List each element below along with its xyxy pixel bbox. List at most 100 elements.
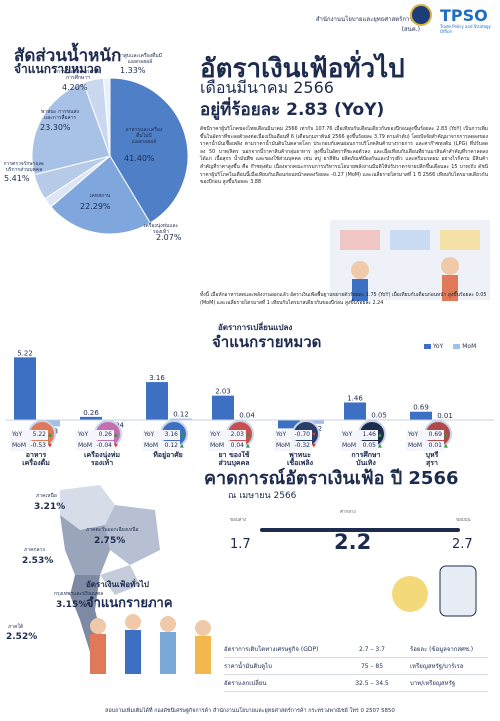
change-legend: YoY MoM <box>424 343 476 350</box>
region-south-value: 2.52% <box>6 632 38 642</box>
bar-yoy-6 <box>410 411 432 420</box>
category-table-label: YoY <box>340 430 360 440</box>
category-table-label: YoY <box>10 430 30 440</box>
category-table-0: YoY 5.22 ▲ MoM -0.53 ▼ <box>10 430 53 452</box>
assumption-unit: เหรียญสหรัฐ/บาร์เรล <box>410 663 464 670</box>
region-northeast-shape <box>105 505 160 565</box>
category-table-value: 5.22 <box>30 430 48 440</box>
category-table-value: 0.26 <box>96 430 114 440</box>
bar-label-yoy-0: 5.22 <box>17 350 33 357</box>
pie-label-transport: พาหนะ การขนส่งและการสื่อสาร <box>41 109 79 121</box>
category-table-row-yoy: YoY 2.03 ▲ <box>208 430 251 440</box>
bar-yoy-3 <box>212 395 234 420</box>
category-label-1: เครื่องนุ่งห่ม รองเท้า <box>84 451 120 467</box>
assumption-row-1: ราคาน้ำมันดิบดูไบ 75 – 85 เหรียญสหรัฐ/บาร์… <box>224 658 488 675</box>
coin-icon <box>392 576 428 612</box>
category-table-value: 0.01 <box>426 441 444 451</box>
bar-yoy-5 <box>344 402 366 420</box>
bar-label-mom-2: 0.12 <box>173 411 189 419</box>
forecast-title: คาดการณ์อัตราเงินเฟ้อ ปี 2566 <box>204 468 459 489</box>
shopper-head-2 <box>441 257 459 275</box>
category-table-value: 0.69 <box>426 430 444 440</box>
up-arrow-icon: ▲ <box>444 443 448 449</box>
assumption-range: 2.7 – 3.7 <box>359 645 385 653</box>
category-table-value: 1.46 <box>360 430 378 440</box>
forecast-low-value: 1.7 <box>230 537 251 552</box>
assumption-range: 32.5 – 34.5 <box>355 679 389 687</box>
tpso-logo-sub: Trade Policy and Strategy Office <box>440 24 491 34</box>
bar-label-mom-6: 0.01 <box>437 412 453 420</box>
category-table-value: 0.05 <box>360 441 378 451</box>
region-north-value: 3.21% <box>34 502 66 512</box>
crowd-body-4 <box>195 636 211 674</box>
pie-value-food: 41.40% <box>124 154 155 163</box>
category-label-3: ยา ของใช้ ส่วนบุคคล <box>218 451 250 467</box>
pie-slice-4 <box>31 82 111 176</box>
pie-label-tobacco: ยาสูบและเครื่องดื่มมีแอลกอฮอล์ <box>118 53 162 65</box>
pie-value-apparel: 2.07% <box>156 233 182 242</box>
legend-mom: MoM <box>453 343 476 350</box>
category-table-label: MoM <box>208 441 228 451</box>
region-central-label: ภาคกลาง <box>24 547 45 553</box>
category-table-row-mom: MoM 0.01 ▲ <box>406 441 449 451</box>
category-table-row-mom: MoM 0.05 ▲ <box>340 441 383 451</box>
pie-slice-1 <box>50 155 151 235</box>
category-label-4: พาหนะ เชื้อเพลิง <box>286 451 314 467</box>
up-arrow-icon: ▲ <box>444 432 448 438</box>
category-table-row-yoy: YoY 0.26 ▲ <box>76 430 119 440</box>
pie-label-personal: การตรวจรักษาและบริการส่วนบุคคล <box>3 161 45 173</box>
tpso-logo: TPSO <box>440 6 488 25</box>
shelf-goods-3 <box>440 230 480 250</box>
forecast-high-label: ขอบบน <box>456 518 471 523</box>
category-table-label: MoM <box>76 441 96 451</box>
category-table-row-mom: MoM -0.04 ▼ <box>76 441 119 451</box>
assumption-name: ราคาน้ำมันดิบดูไบ <box>224 663 272 670</box>
weights-subtitle: จำแนกรายหมวด <box>14 62 102 76</box>
down-arrow-icon: ▼ <box>48 443 52 449</box>
crowd-head-1 <box>90 618 106 634</box>
body-paragraph-1: ดัชนีราคาผู้บริโภคของไทยเดือนมีนาคม 2566… <box>200 126 488 186</box>
category-table-row-yoy: YoY -0.70 ▼ <box>274 430 317 440</box>
assumption-name: อัตราแลกเปลี่ยน <box>224 680 267 687</box>
up-arrow-icon: ▲ <box>246 443 250 449</box>
commodity-illustration <box>392 565 477 617</box>
assumption-range: 75 – 85 <box>360 662 384 670</box>
region-bangkok-shape <box>100 565 140 595</box>
category-table-label: YoY <box>406 430 426 440</box>
region-south-label: ภาคใต้ <box>8 624 24 630</box>
headline-month: เดือนมีนาคม 2566 <box>200 78 334 97</box>
legend-mom-swatch <box>453 344 461 349</box>
crowd-body-1 <box>90 634 106 674</box>
category-table-label: MoM <box>406 441 426 451</box>
thailand-map-svg <box>60 485 160 652</box>
up-arrow-icon: ▲ <box>180 443 184 449</box>
category-table-row-yoy: YoY 0.69 ▲ <box>406 430 449 440</box>
bar-yoy-0 <box>14 357 36 420</box>
ministry-seal-icon <box>410 4 432 26</box>
assumptions-table: อัตราการเติบโตทางเศรษฐกิจ (GDP) 2.7 – 3.7… <box>224 641 488 692</box>
region-central-value: 2.53% <box>22 556 54 566</box>
bar-label-yoy-3: 2.03 <box>215 388 231 396</box>
category-table-value: 2.03 <box>228 430 246 440</box>
shelf-goods-2 <box>390 230 430 250</box>
category-table-row-mom: MoM 0.12 ▲ <box>142 441 185 451</box>
weights-pie: อาหารและเครื่องดื่มไม่มีแอลกอฮอล์ 41.40%… <box>4 53 200 246</box>
region-north-shape <box>60 485 115 530</box>
assumption-unit: บาท/เหรียญสหรัฐ <box>410 680 456 687</box>
category-table-label: MoM <box>10 441 30 451</box>
category-table-label: YoY <box>274 430 294 440</box>
regions-title-2: จำแนกรายภาค <box>86 596 173 611</box>
change-title-2: จำแนกรายหมวด <box>212 333 322 351</box>
down-arrow-icon: ▼ <box>312 443 316 449</box>
thailand-map: 3.21% ภาคเหนือ 2.75% ภาคตะวันออกเฉียงเหน… <box>6 480 170 655</box>
up-arrow-icon: ▲ <box>378 432 382 438</box>
weights-title: สัดส่วนน้ำหนัก <box>14 46 122 66</box>
category-table-label: MoM <box>142 441 162 451</box>
forecast-high-value: 2.7 <box>452 537 473 552</box>
regions-title-1: อัตราเงินเฟ้อทั่วไป <box>86 580 149 589</box>
bar-label-yoy-1: 0.26 <box>83 409 99 417</box>
region-bangkok-value: 3.15% <box>56 600 88 610</box>
category-table-value: 3.16 <box>162 430 180 440</box>
crowd-illustration <box>90 614 211 674</box>
category-table-row-yoy: YoY 1.46 ▲ <box>340 430 383 440</box>
